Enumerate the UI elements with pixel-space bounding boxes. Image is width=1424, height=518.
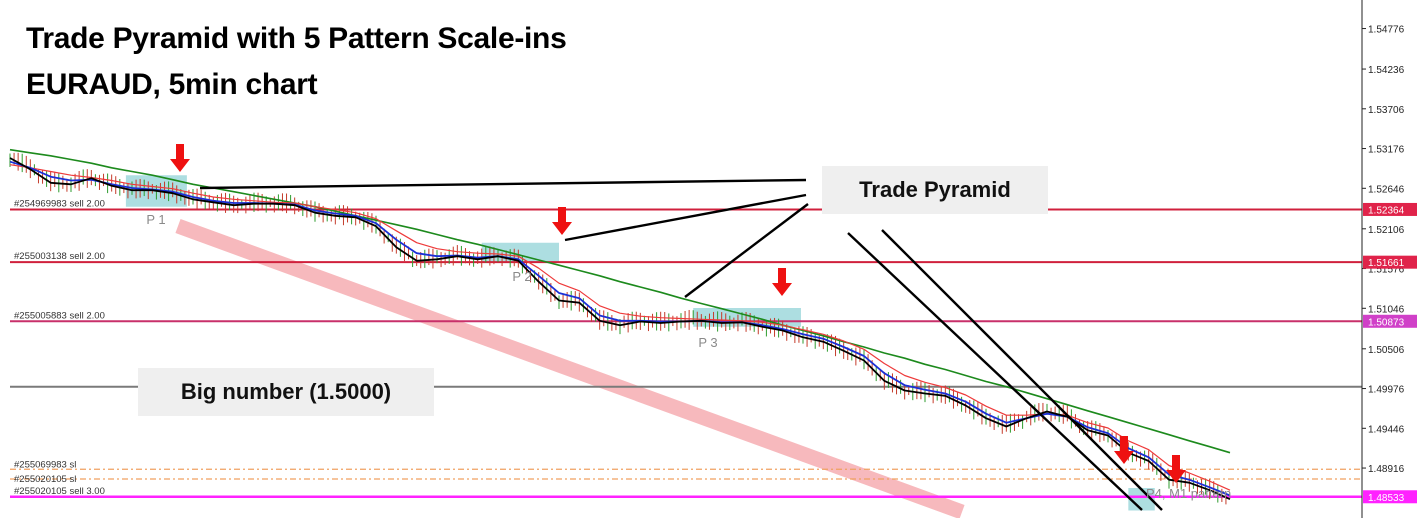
trade-pyramid-callout: Trade Pyramid [822,166,1048,214]
y-tick-label: 1.49976 [1368,385,1405,396]
y-tick-label: 1.51046 [1368,304,1405,315]
entry-arrow-4 [1114,436,1134,464]
trend-band [175,218,965,518]
y-tick-label: 1.48916 [1368,464,1405,475]
price-flag-2 [1363,255,1417,269]
y-tick-label: 1.54236 [1368,65,1405,76]
entry-arrow-3 [772,268,792,296]
sl-label-2: #255020105 sl [14,474,76,485]
price-axis: 1.54776 1.54236 1.53706 1.53176 1.52646 1.521… [1361,0,1424,518]
pyramid-guide-line-3 [684,203,809,298]
entry-arrow-5 [1166,455,1186,483]
y-tick-label: 1.52106 [1368,225,1405,236]
price-flag-label-3: 1.50873 [1368,317,1405,328]
pyramid-guide-line-1 [199,178,807,190]
pattern-label-3: P 3 [698,335,717,350]
sl-label-1: #255069983 sl [14,459,76,470]
price-flag-3 [1363,314,1417,328]
price-flag-label-4: 1.48533 [1368,493,1405,504]
level-lines: #254969983 sell 2.00 #255003138 sell 2.00… [10,198,1362,499]
pattern-label-1: P 1 [146,212,165,227]
order-label-4: #255020105 sell 3.00 [14,486,105,497]
chart-title: Trade Pyramid with 5 Pattern Scale-ins [26,22,567,55]
big-number-callout: Big number (1.5000) [138,368,434,416]
y-tick-label: 1.49446 [1368,424,1405,435]
entry-arrow-1 [170,144,190,172]
pyramid-guide-line-4 [847,232,1143,511]
pattern-zone-2 [481,242,559,263]
pattern-label-2: P 2 [512,269,531,284]
y-tick-label: 1.52646 [1368,184,1405,195]
price-series [9,148,1231,505]
y-tick-label: 1.53706 [1368,105,1405,116]
entry-arrow-2 [552,207,572,235]
order-label-1: #254969983 sell 2.00 [14,198,105,209]
y-tick-label: 1.51576 [1368,265,1405,276]
order-label-3: #255005883 sell 2.00 [14,310,105,321]
price-flag-1 [1363,202,1417,216]
chart-subtitle: EURAUD, 5min chart [26,68,318,101]
pyramid-guide-line-2 [564,193,807,242]
price-flag-label-1: 1.52364 [1368,205,1405,216]
price-flag-label-2: 1.51661 [1368,258,1405,269]
order-label-2: #255003138 sell 2.00 [14,251,105,262]
slow-ma-line [9,164,1231,491]
pyramid-guide-line-5 [881,229,1163,511]
price-line [9,157,1231,501]
price-flag-4 [1363,490,1417,504]
y-tick-label: 1.54776 [1368,25,1405,36]
y-tick-label: 1.53176 [1368,145,1405,156]
pattern-label-4: P4, M1 pattern [1146,486,1231,501]
y-tick-label: 1.50506 [1368,345,1405,356]
annotations: P 1 P 2 P 3 P4, M1 pattern [146,144,1231,511]
